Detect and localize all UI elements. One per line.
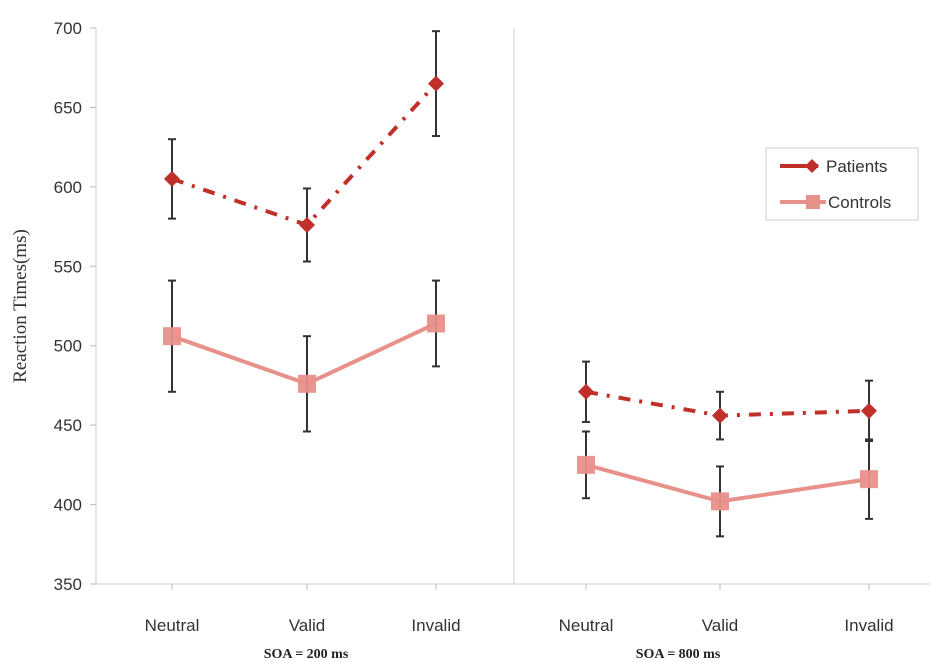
panel-label: SOA = 800 ms bbox=[636, 647, 721, 662]
legend: Patients Controls bbox=[765, 147, 919, 221]
y-tick-label: 350 bbox=[54, 575, 82, 594]
series-line-patients bbox=[171, 82, 438, 228]
y-tick-label: 400 bbox=[54, 496, 82, 515]
y-tick-label: 450 bbox=[54, 416, 82, 435]
data-point-controls bbox=[427, 314, 445, 333]
data-point-patients bbox=[299, 216, 315, 233]
data-point-controls bbox=[711, 492, 729, 511]
panel-soa-800: Neutral Valid Invalid SOA = 800 ms bbox=[559, 360, 894, 662]
legend-box bbox=[765, 147, 919, 221]
legend-controls-label: Controls bbox=[828, 193, 891, 212]
x-tick-label: Invalid bbox=[844, 616, 893, 635]
x-tick-label: Valid bbox=[289, 616, 326, 635]
y-tick-label: 600 bbox=[54, 178, 82, 197]
y-tick-label: 700 bbox=[54, 19, 82, 38]
data-point-controls bbox=[860, 470, 878, 489]
y-axis-group: 350 400 450 500 550 600 650 700 Reaction Times(… bbox=[10, 19, 97, 594]
panel-label: SOA = 200 ms bbox=[264, 647, 349, 662]
legend-controls-marker bbox=[806, 195, 820, 209]
y-axis-label: Reaction Times(ms) bbox=[10, 229, 31, 383]
data-point-patients bbox=[712, 407, 728, 424]
legend-patients-marker bbox=[805, 159, 819, 173]
data-point-patients bbox=[578, 383, 594, 400]
panel-soa-200: Neutral Valid Invalid SOA = 200 ms bbox=[145, 30, 461, 662]
data-point-controls bbox=[298, 374, 316, 393]
data-point-patients bbox=[861, 402, 877, 419]
data-point-patients bbox=[164, 170, 180, 187]
data-point-controls bbox=[577, 455, 595, 474]
y-tick-label: 650 bbox=[54, 98, 82, 117]
x-tick-label: Neutral bbox=[145, 616, 200, 635]
y-tick-label: 550 bbox=[54, 257, 82, 276]
data-point-patients bbox=[428, 75, 444, 92]
series-line-patients bbox=[585, 389, 870, 418]
legend-patients-label: Patients bbox=[826, 157, 887, 176]
data-point-controls bbox=[163, 327, 181, 346]
y-ticks: 350 400 450 500 550 600 650 700 bbox=[54, 19, 96, 594]
legend-item-controls: Controls bbox=[780, 193, 891, 212]
y-tick-label: 500 bbox=[54, 337, 82, 356]
x-tick-label: Valid bbox=[702, 616, 739, 635]
x-tick-label: Invalid bbox=[411, 616, 460, 635]
x-tick-label: Neutral bbox=[559, 616, 614, 635]
legend-item-patients: Patients bbox=[780, 157, 887, 176]
series-line-controls bbox=[171, 321, 437, 386]
